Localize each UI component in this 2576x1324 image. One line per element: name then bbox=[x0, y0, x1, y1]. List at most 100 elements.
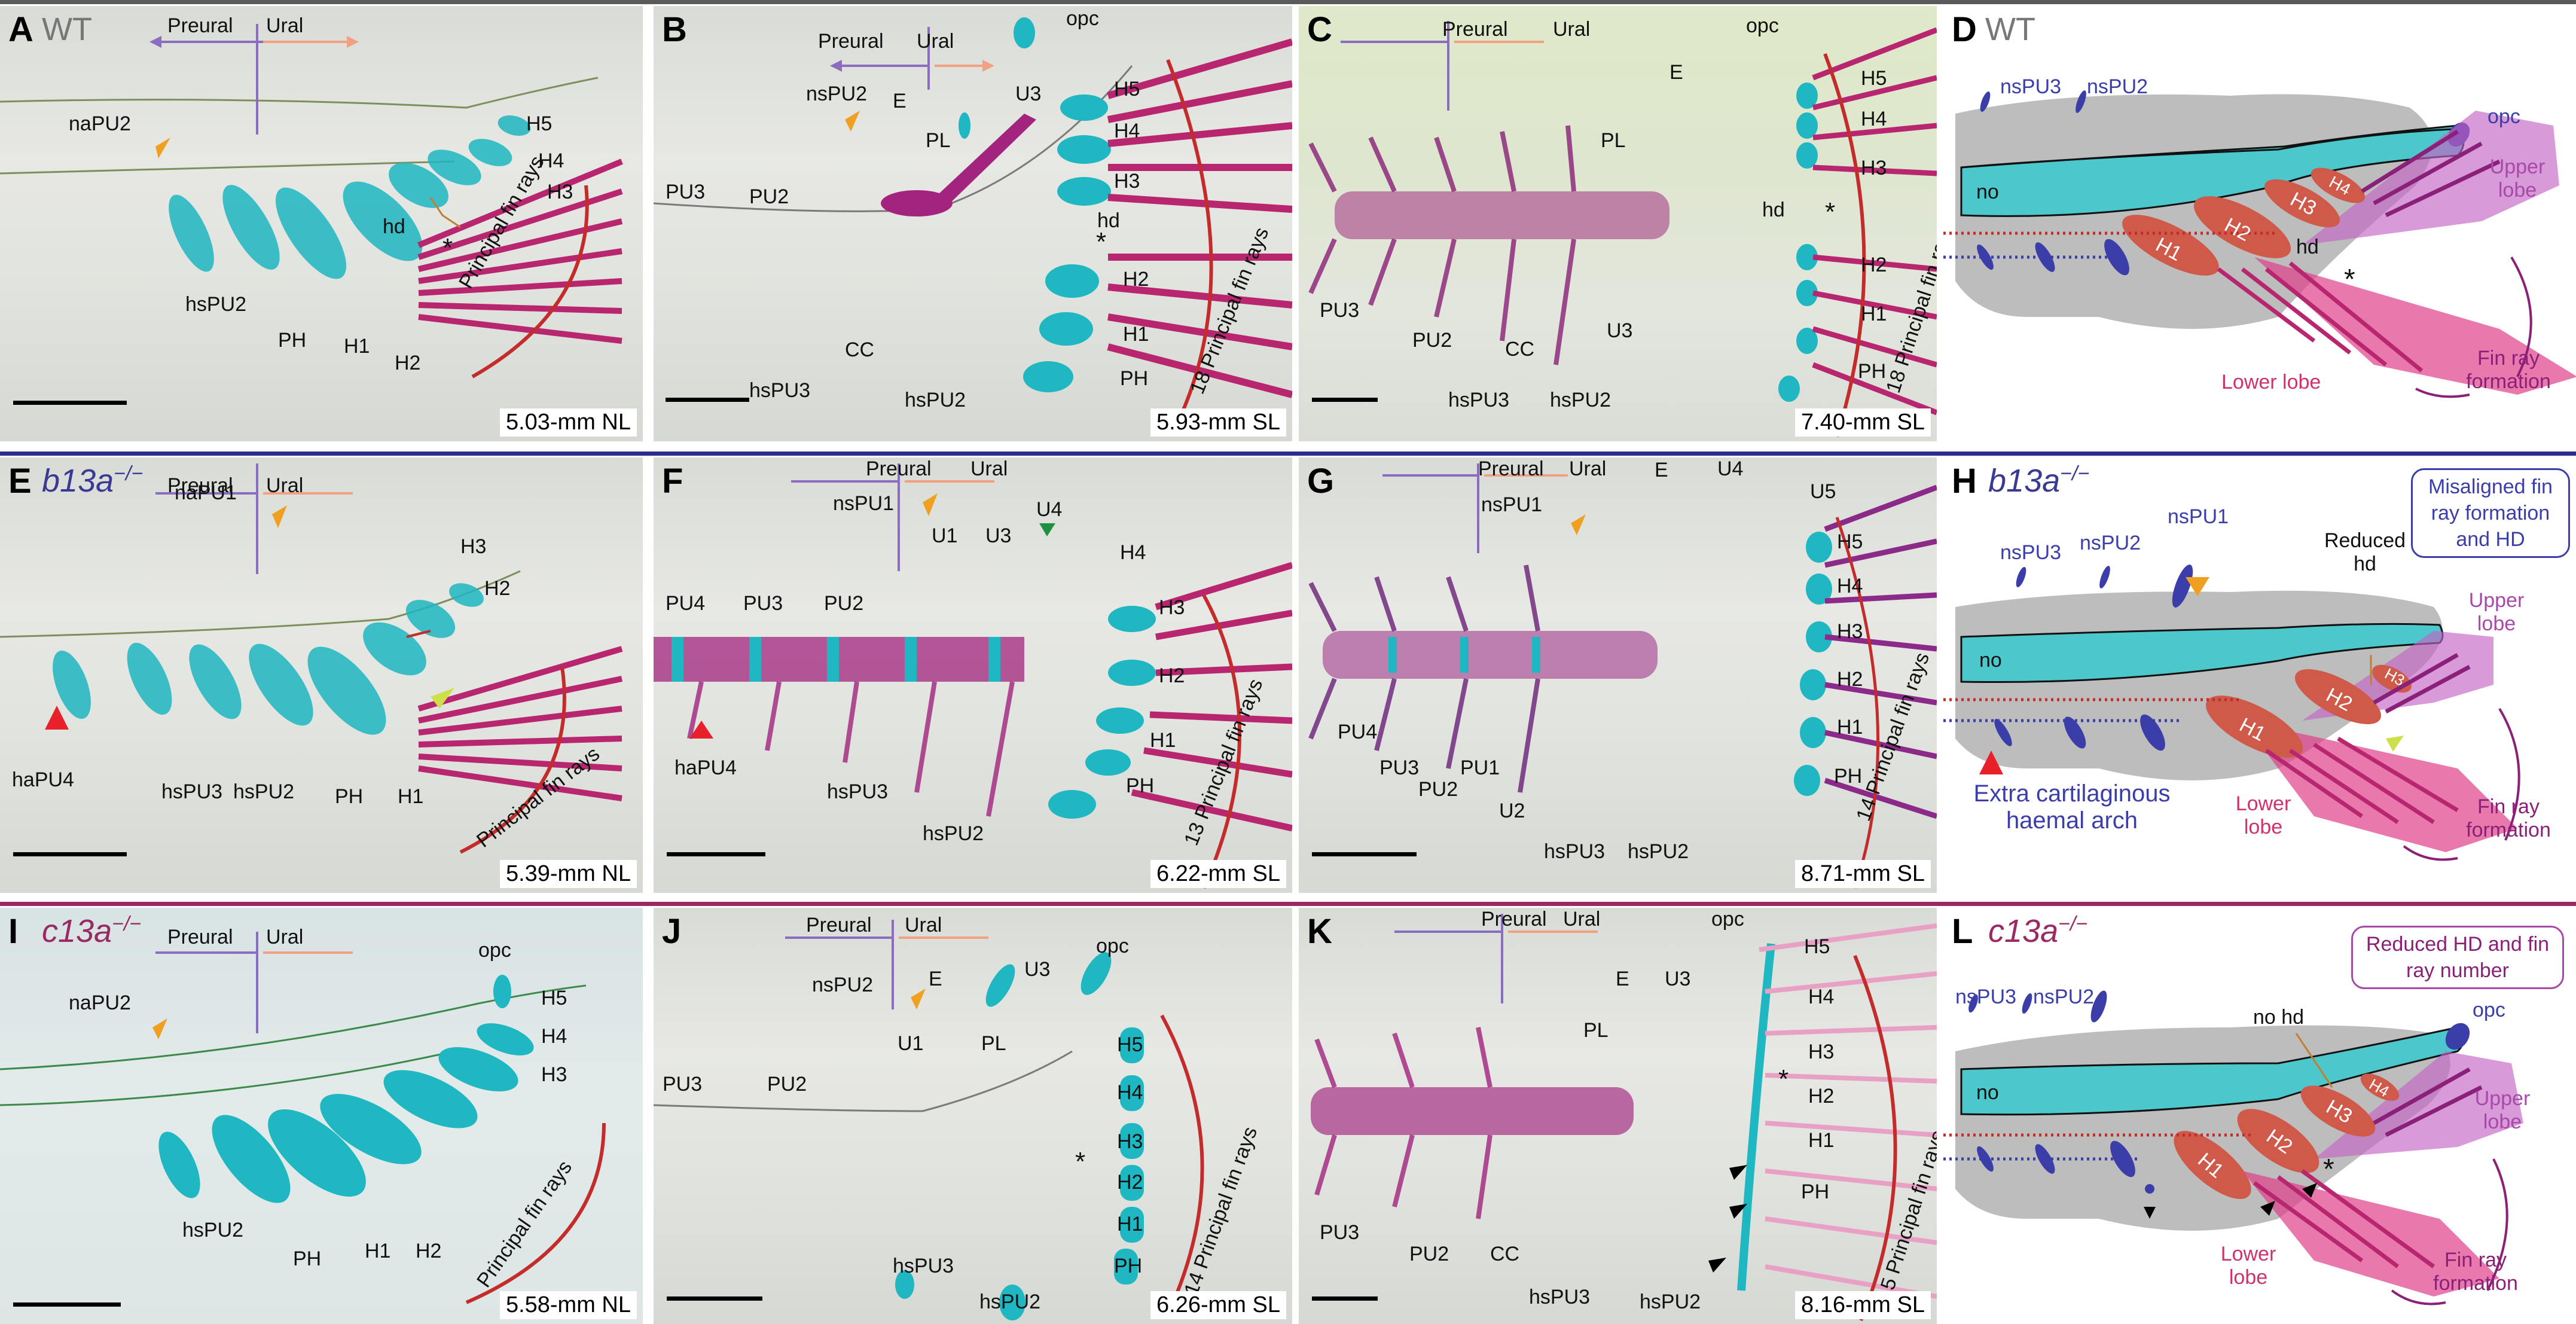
structure-label: H2 bbox=[1117, 1171, 1143, 1194]
structure-label: nsPU2 bbox=[806, 83, 868, 105]
structure-label: U3 bbox=[1665, 968, 1691, 990]
ural-label: Ural bbox=[905, 914, 942, 936]
structure-label: nsPU2 bbox=[2033, 986, 2095, 1008]
structure-label: H3 bbox=[1117, 1130, 1143, 1153]
ural-label: Ural bbox=[917, 30, 954, 53]
structure-label: hsPU2 bbox=[1628, 840, 1689, 863]
structure-label: hsPU3 bbox=[1448, 389, 1510, 411]
structure-label: opc bbox=[1066, 7, 1099, 30]
structure-label: H3 bbox=[1159, 596, 1185, 619]
panel-h-schematic bbox=[1943, 565, 2520, 861]
structure-label: H2 bbox=[1837, 668, 1863, 691]
structure-label: hsPU2 bbox=[185, 293, 247, 316]
structure-label: hsPU2 bbox=[905, 389, 966, 411]
structure-label: H1 bbox=[1117, 1213, 1143, 1235]
structure-label: U3 bbox=[985, 524, 1012, 547]
structure-label: nsPU3 bbox=[2000, 75, 2062, 98]
structure-label: PH bbox=[293, 1247, 322, 1270]
ural-label: Ural bbox=[1563, 908, 1601, 931]
upper-lobe-label: Upper lobe bbox=[2474, 1087, 2531, 1133]
structure-label: H1 bbox=[344, 335, 370, 358]
structure-label: H2 bbox=[395, 352, 421, 374]
structure-label: H2 bbox=[1159, 664, 1185, 687]
row-separator-wt bbox=[0, 0, 2576, 4]
scale-bar bbox=[667, 1296, 762, 1301]
structure-label: nsPU3 bbox=[1955, 986, 2017, 1008]
structure-label: naPU1 bbox=[175, 481, 237, 504]
panel-letter: L bbox=[1952, 912, 1973, 951]
structure-label: hsPU3 bbox=[161, 780, 223, 803]
structure-label: H1 bbox=[1837, 716, 1863, 739]
size-label: 8.71-mm SL bbox=[1795, 860, 1931, 888]
structure-label: U5 bbox=[1810, 480, 1836, 503]
panel-e: E b13a−/− Preural Ural naPU1 H3 H2 haPU4… bbox=[0, 457, 643, 893]
fin-ray-formation-label: Fin ray formation bbox=[2466, 795, 2551, 841]
structure-label: CC bbox=[845, 338, 875, 361]
structure-label: H2 bbox=[484, 577, 511, 600]
structure-label: hd bbox=[1762, 199, 1785, 221]
structure-label: PH bbox=[278, 329, 307, 352]
structure-label: H5 bbox=[541, 987, 567, 1009]
panel-l: L c13a−/− Reduced HD and fin ray number … bbox=[1943, 908, 2576, 1324]
panel-letter: A bbox=[8, 10, 33, 49]
ural-label: Ural bbox=[970, 457, 1008, 480]
lower-lobe-label: Lower lobe bbox=[2221, 371, 2321, 393]
structure-label: hsPU3 bbox=[1544, 840, 1606, 863]
structure-label: PU2 bbox=[1418, 778, 1458, 801]
structure-label: U3 bbox=[1607, 319, 1633, 342]
panel-c-illustration bbox=[1308, 21, 1937, 437]
structure-label: hsPU2 bbox=[182, 1219, 244, 1241]
ural-label: Ural bbox=[1569, 457, 1607, 480]
asterisk: * bbox=[1096, 227, 1107, 257]
structure-label: hd bbox=[1097, 209, 1120, 232]
panel-a-illustration bbox=[0, 24, 623, 379]
panel-letter: B bbox=[662, 10, 687, 49]
annotation-box: Misaligned fin ray formation and HD bbox=[2411, 468, 2570, 558]
size-label: 5.58-mm NL bbox=[499, 1291, 637, 1319]
structure-label: H4 bbox=[1808, 986, 1835, 1008]
scale-bar bbox=[13, 401, 127, 405]
structure-label: E bbox=[1616, 968, 1629, 990]
structure-label: PU2 bbox=[767, 1073, 807, 1096]
structure-label: U4 bbox=[1036, 498, 1063, 521]
size-label: 6.22-mm SL bbox=[1150, 860, 1286, 888]
structure-label: PH bbox=[1120, 367, 1149, 390]
structure-label: H4 bbox=[1120, 541, 1146, 564]
ural-label: Ural bbox=[266, 926, 304, 948]
structure-label: H2 bbox=[1123, 268, 1149, 291]
asterisk: * bbox=[1075, 1147, 1086, 1176]
lower-lobe-label: Lower lobe bbox=[2235, 792, 2291, 838]
genotype-label: c13a−/− bbox=[42, 913, 142, 949]
panel-k-illustration bbox=[1311, 914, 1937, 1322]
asterisk: * bbox=[1778, 1064, 1789, 1094]
preural-label: Preural bbox=[866, 457, 932, 480]
structure-label: H3 bbox=[1114, 170, 1140, 193]
structure-label: U4 bbox=[1717, 457, 1744, 480]
extra-arch-label: Extra cartilaginous haemal arch bbox=[1973, 780, 2171, 834]
no-hd-label: no hd bbox=[2253, 1006, 2305, 1029]
structure-label: nsPU2 bbox=[812, 974, 874, 996]
structure-label: hsPU3 bbox=[749, 379, 811, 402]
structure-label: PH bbox=[1114, 1255, 1143, 1277]
panel-j: J Preural Ural nsPU2 E U3 opc PL U1 PU3 … bbox=[654, 908, 1292, 1324]
preural-label: Preural bbox=[1481, 908, 1547, 931]
lower-lobe-label: Lower lobe bbox=[2220, 1243, 2276, 1289]
preural-label: Preural bbox=[167, 474, 233, 497]
ural-label: Ural bbox=[266, 474, 304, 497]
panel-letter: E bbox=[8, 462, 32, 501]
structure-label: hsPU2 bbox=[1550, 389, 1611, 411]
structure-label: opc bbox=[478, 939, 511, 962]
structure-label: PH bbox=[335, 785, 364, 808]
genotype-label: c13a−/− bbox=[1988, 913, 2088, 949]
genotype-label: WT bbox=[1985, 11, 2035, 47]
structure-label: H3 bbox=[1837, 620, 1863, 643]
ural-label: Ural bbox=[1553, 18, 1591, 41]
scale-bar bbox=[13, 1302, 121, 1307]
structure-label: PU3 bbox=[743, 592, 783, 615]
structure-label: PL bbox=[926, 129, 951, 152]
size-label: 8.16-mm SL bbox=[1795, 1291, 1931, 1319]
structure-label: E bbox=[1669, 61, 1683, 84]
scale-bar bbox=[667, 852, 765, 856]
structure-label: H5 bbox=[1117, 1033, 1143, 1056]
structure-label: PL bbox=[981, 1032, 1006, 1055]
